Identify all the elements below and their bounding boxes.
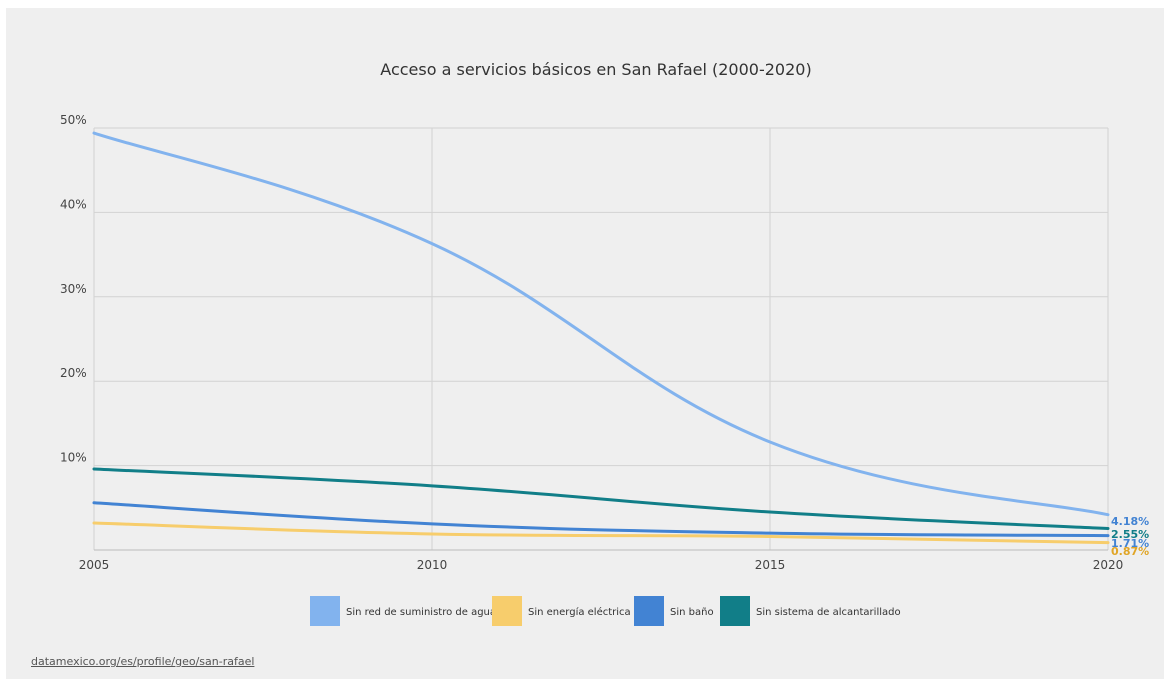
legend-swatch (310, 596, 340, 626)
series-line-agua (92, 131, 1110, 517)
x-tick-label: 2005 (79, 558, 110, 572)
series-line-electrica (92, 521, 1110, 545)
legend-item-agua[interactable]: Sin red de suministro de agua (310, 596, 496, 626)
y-tick-label: 10% (60, 451, 87, 465)
source-link[interactable]: datamexico.org/es/profile/geo/san-rafael (31, 655, 255, 668)
x-tick-label: 2015 (755, 558, 786, 572)
chart-panel (6, 8, 1164, 679)
end-label-agua: 4.18% (1111, 515, 1149, 528)
y-axis: 10% 20% 30% 40% 50% (60, 113, 87, 465)
legend-swatch (634, 596, 664, 626)
legend-label: Sin energía eléctrica (528, 606, 631, 618)
legend-swatch (720, 596, 750, 626)
legend: Sin red de suministro de agua Sin energía… (310, 596, 901, 626)
chart-title: Acceso a servicios básicos en San Rafael… (380, 60, 811, 79)
series-line-bano (92, 501, 1110, 538)
legend-item-electrica[interactable]: Sin energía eléctrica (492, 596, 631, 626)
x-tick-label: 2020 (1093, 558, 1124, 572)
end-labels: 4.18% 0.87%1.71%2.55% (1111, 515, 1149, 558)
x-axis: 2005 2010 2015 2020 (79, 558, 1124, 572)
legend-label: Sin sistema de alcantarillado (756, 607, 901, 618)
y-tick-label: 40% (60, 197, 87, 211)
y-tick-label: 30% (60, 282, 87, 296)
y-tick-label: 20% (60, 366, 87, 380)
end-label-alcantarillado: 2.55% (1111, 528, 1149, 541)
end-label-bano: 1.71% (1111, 537, 1149, 550)
series-line-alcantarillado (92, 467, 1110, 530)
y-tick-label: 50% (60, 113, 87, 127)
end-label-electrica: 0.87% (1111, 545, 1149, 558)
x-tick-label: 2010 (417, 558, 448, 572)
legend-swatch (492, 596, 522, 626)
series-lines (92, 131, 1110, 545)
legend-item-alcantarillado[interactable]: Sin sistema de alcantarillado (720, 596, 901, 626)
grid (93, 127, 1109, 551)
legend-label: Sin baño (670, 607, 714, 618)
legend-item-bano[interactable]: Sin baño (634, 596, 714, 626)
legend-label: Sin red de suministro de agua (346, 607, 496, 618)
